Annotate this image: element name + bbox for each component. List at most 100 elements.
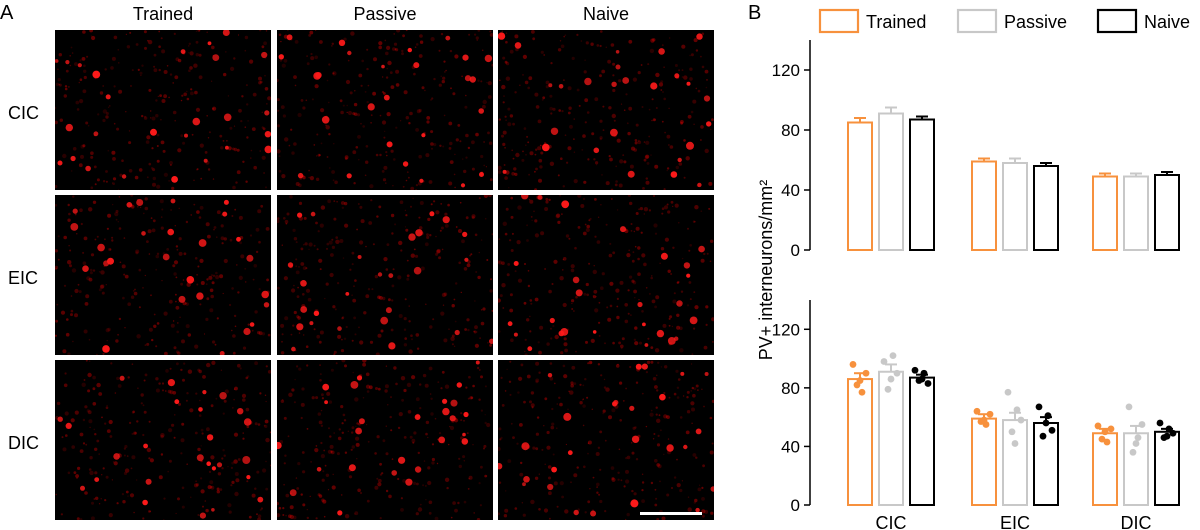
stained-cell [464, 75, 472, 82]
stained-cell [383, 94, 390, 101]
stained-cell [551, 466, 557, 473]
stained-cell [286, 34, 293, 41]
data-point [918, 375, 926, 383]
y-axis-label: PV+ interneurons/mm² [756, 180, 776, 361]
stained-cell [80, 485, 85, 491]
micrograph-texture [498, 195, 714, 355]
panel-b-label: B [748, 2, 762, 24]
stained-cell [219, 351, 225, 355]
data-point [1138, 421, 1146, 428]
y-tick-label-top: 0 [791, 241, 800, 260]
stained-cell [223, 199, 229, 205]
stained-cell [93, 131, 99, 137]
stained-cell [696, 33, 703, 40]
stained-cell [143, 443, 148, 449]
stained-cell [419, 178, 424, 183]
legend-label-trained: Trained [866, 12, 926, 32]
stained-cell [296, 323, 304, 331]
data-point [1125, 403, 1133, 411]
bar-top-cic-trained [847, 121, 873, 251]
stained-cell [199, 512, 206, 519]
stained-cell [211, 508, 215, 512]
stained-cell [136, 199, 144, 206]
data-point [889, 352, 897, 360]
stained-cell [77, 63, 82, 68]
data-point [1156, 419, 1164, 427]
stained-cell [243, 327, 251, 336]
stained-cell [57, 416, 63, 422]
stained-cell [300, 306, 308, 313]
bar-bottom-dic-naive [1154, 430, 1180, 506]
stained-cell [386, 141, 393, 148]
y-tick-label-bottom: 80 [781, 379, 800, 398]
stained-cell [686, 81, 691, 86]
y-tick-label-bottom: 40 [781, 437, 800, 456]
stained-cell [484, 54, 493, 63]
stained-cell [498, 32, 506, 40]
stained-cell [629, 405, 635, 411]
legend-label-naive: Naive [1144, 12, 1190, 32]
data-point [1044, 412, 1052, 420]
stained-cell [549, 317, 555, 324]
stained-cell [413, 266, 422, 275]
stained-cell [180, 49, 186, 54]
stained-cell [196, 292, 204, 300]
stained-cell [337, 510, 343, 516]
micrograph-cic-trained [55, 30, 271, 190]
stained-cell [408, 233, 416, 241]
stained-cell [297, 172, 304, 179]
stained-cell [686, 273, 691, 278]
stained-cell [548, 83, 553, 88]
micrograph-dic-passive [277, 360, 493, 520]
stained-cell [167, 228, 174, 236]
bar-charts: Trained Passive Naive PV+ interneurons/mm² 0… [756, 8, 1190, 530]
stained-cell [322, 383, 330, 391]
stained-cell [162, 253, 170, 261]
stained-cell [630, 499, 639, 508]
x-label-cic: CIC [876, 513, 907, 530]
stained-cell [498, 463, 503, 470]
stained-cell [236, 236, 241, 242]
stained-cell [438, 436, 446, 444]
y-tick-label-top: 40 [781, 181, 800, 200]
stained-cell [264, 145, 271, 154]
stained-cell [355, 427, 362, 435]
bar-bottom-cic-trained [847, 378, 873, 507]
column-header-passive: Passive [353, 4, 417, 24]
stained-cell [348, 464, 356, 472]
column-header-naive: Naive [582, 4, 630, 24]
stained-cell [644, 343, 649, 347]
stained-cell [674, 336, 679, 341]
stained-cell [257, 496, 264, 503]
stained-cell [170, 198, 176, 204]
bar-top-cic-naive [909, 118, 935, 251]
stained-cell [321, 116, 330, 124]
data-point [1042, 419, 1050, 427]
stained-cell [573, 509, 579, 516]
bar-top-eic-trained [971, 160, 997, 251]
data-point [880, 358, 888, 365]
stained-cell [119, 375, 125, 381]
stained-cell [97, 243, 105, 252]
scale-bar [640, 512, 702, 515]
data-point [1008, 428, 1016, 436]
stained-cell [635, 363, 642, 370]
row-header-cic: CIC [8, 103, 39, 123]
stained-cell [357, 255, 362, 259]
stained-cell [216, 462, 223, 468]
stained-cell [113, 453, 120, 460]
stained-cell [72, 208, 78, 214]
bar-top-dic-passive [1123, 175, 1149, 251]
stained-cell [667, 337, 676, 345]
data-point [1132, 440, 1140, 447]
stained-cell [102, 345, 110, 353]
stained-cell [237, 408, 244, 415]
stained-cell [584, 77, 592, 86]
stained-cell [461, 438, 469, 445]
y-tick-label-top: 80 [781, 121, 800, 140]
data-point [862, 369, 870, 377]
stained-cell [198, 239, 207, 247]
data-point [980, 416, 988, 424]
stained-cell [222, 211, 228, 217]
stained-cell [642, 322, 646, 327]
